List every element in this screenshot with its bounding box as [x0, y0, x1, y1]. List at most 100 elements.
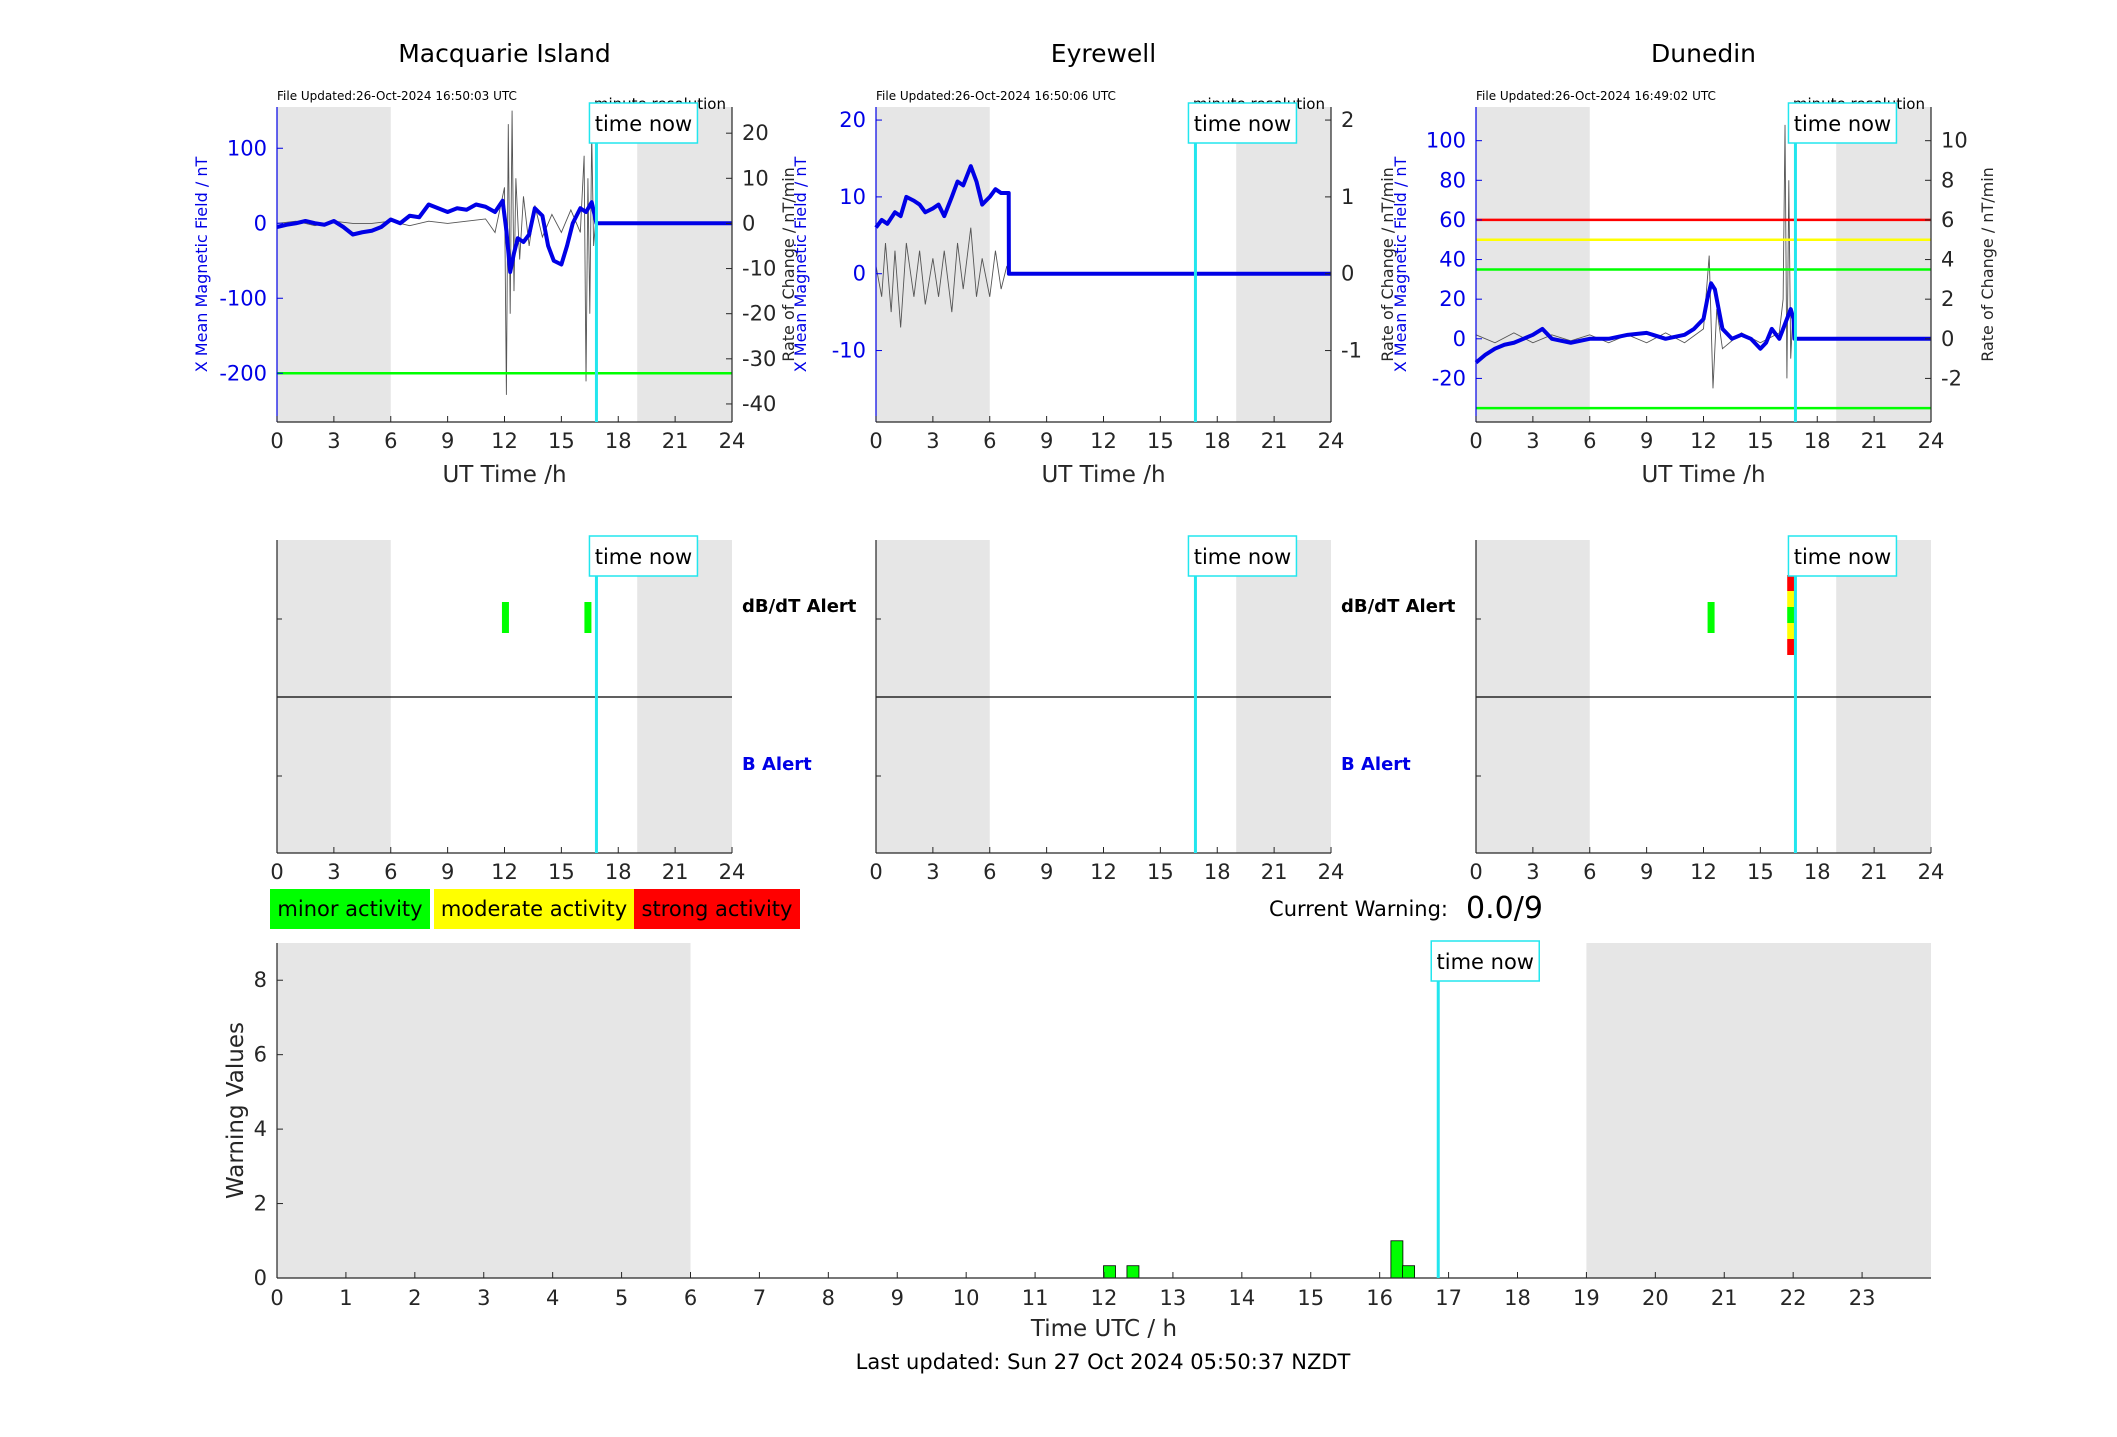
- field-panel-2-file-updated: File Updated:26-Oct-2024 16:50:06 UTC: [876, 89, 1116, 103]
- alert-panel-2-label-dbdt: dB/dT Alert: [1341, 596, 1456, 617]
- warning-chart-xtick-label: 11: [1022, 1286, 1049, 1310]
- alert-panel-3-time-now-label: time now: [1794, 545, 1891, 569]
- field-panel-3-ytick-right-label: -2: [1941, 366, 1962, 390]
- field-panel-1-xtick-label: 0: [270, 429, 283, 453]
- field-panel-2-xtick-label: 18: [1204, 429, 1231, 453]
- field-panel-1-xtick-label: 21: [662, 429, 689, 453]
- field-panel-2-xtick-label: 9: [1040, 429, 1053, 453]
- field-panel-2-title: Eyrewell: [1051, 39, 1156, 68]
- field-panel-2-night-shade-1: [1236, 107, 1331, 422]
- field-panel-3-xtick-label: 3: [1526, 429, 1539, 453]
- warning-chart-night-shade-1: [1586, 943, 1931, 1278]
- field-panel-3-xtick-label: 0: [1469, 429, 1482, 453]
- field-panel-2-xtick-label: 21: [1261, 429, 1288, 453]
- field-panel-2-ylabel-left: X Mean Magnetic Field / nT: [791, 157, 810, 373]
- warning-chart-xtick-label: 9: [891, 1286, 904, 1310]
- alert-panel-3-time-now-box: [1787, 535, 1898, 577]
- warning-chart-xtick-label: 8: [822, 1286, 835, 1310]
- alert-panel-3-xtick-label: 3: [1526, 860, 1539, 884]
- alert-panel-3-xtick-label: 9: [1640, 860, 1653, 884]
- alert-panel-3-xtick-label: 0: [1469, 860, 1482, 884]
- field-panel-2-xtick-label: 12: [1090, 429, 1117, 453]
- warning-chart-xtick-label: 18: [1504, 1286, 1531, 1310]
- warning-chart-bar-1: [1126, 1265, 1140, 1279]
- field-panel-3-ytick-left-label: 40: [1439, 248, 1466, 272]
- field-panel-3-ytick-left-label: -20: [1432, 366, 1466, 390]
- alert-panel-3-xtick-label: 24: [1918, 860, 1945, 884]
- alert-panel-1: 0 3 6 9 12 15 18 21 24 dB/dT Alert B Alert time now: [270, 535, 857, 884]
- warning-chart-ytick-label: 4: [254, 1117, 267, 1141]
- field-panel-3-ytick-right-label: 6: [1941, 208, 1954, 232]
- legend-label-moderate: moderate activity: [441, 897, 627, 921]
- activity-legend: minor activity moderate activity strong …: [270, 889, 800, 929]
- warning-chart-xtick-label: 23: [1849, 1286, 1876, 1310]
- warning-chart-xtick-label: 17: [1435, 1286, 1462, 1310]
- field-panel-3-ytick-left-label: 20: [1439, 287, 1466, 311]
- field-panel-3-time-now-box: [1787, 102, 1898, 144]
- field-panel-3-xlabel: UT Time /h: [1641, 462, 1765, 488]
- alert-panel-3-alert-mark-1: [1787, 575, 1795, 591]
- field-panel-1-ylabel-right: Rate of Change / nT/min: [779, 167, 798, 362]
- warning-chart-xtick-label: 20: [1642, 1286, 1669, 1310]
- field-panel-3-ytick-left-label: 80: [1439, 168, 1466, 192]
- alert-panel-2-xtick-label: 21: [1261, 860, 1288, 884]
- field-panel-1-xtick-label: 12: [491, 429, 518, 453]
- field-panel-3-xtick-label: 18: [1804, 429, 1831, 453]
- alert-panel-1-xtick-label: 18: [605, 860, 632, 884]
- field-panel-1-title: Macquarie Island: [398, 39, 611, 68]
- warning-chart-xtick-label: 15: [1297, 1286, 1324, 1310]
- field-panel-1-xtick-label: 15: [548, 429, 575, 453]
- field-panel-2-ytick-right-label: 1: [1341, 185, 1354, 209]
- field-panel-2-xtick-label: 0: [869, 429, 882, 453]
- alert-panel-3-xtick-label: 12: [1690, 860, 1717, 884]
- alert-panel-3-alert-mark-4: [1787, 623, 1795, 639]
- alert-panel-2-xtick-label: 18: [1204, 860, 1231, 884]
- warning-chart-xtick-label: 7: [753, 1286, 766, 1310]
- field-panel-3-rate-line: [1475, 124, 1795, 389]
- alert-panel-2-xtick-label: 6: [983, 860, 996, 884]
- field-panel-1-ytick-right-label: -40: [742, 392, 776, 416]
- alert-panel-1-alert-mark-0: [501, 602, 509, 633]
- alert-panel-2-xtick-label: 3: [926, 860, 939, 884]
- field-panel-3-xtick-label: 21: [1861, 429, 1888, 453]
- alert-panel-2-label-b: B Alert: [1341, 754, 1411, 775]
- warning-chart-xtick-label: 14: [1228, 1286, 1255, 1310]
- field-panel-3-xtick-label: 6: [1583, 429, 1596, 453]
- alert-panel-2-xtick-label: 9: [1040, 860, 1053, 884]
- alert-panel-3-xtick-label: 18: [1804, 860, 1831, 884]
- field-panel-1-xtick-label: 3: [327, 429, 340, 453]
- warning-chart-xtick-label: 0: [270, 1286, 283, 1310]
- field-panel-2-rate-line: [875, 227, 1331, 328]
- field-panel-2-time-now-box: [1187, 102, 1298, 144]
- field-panel-1-night-shade-1: [637, 107, 732, 422]
- field-panel-1-file-updated: File Updated:26-Oct-2024 16:50:03 UTC: [277, 89, 517, 103]
- warning-chart-xtick-label: 19: [1573, 1286, 1600, 1310]
- warning-chart-time-now-box: [1430, 940, 1540, 982]
- warning-chart-bar-0: [1103, 1265, 1116, 1279]
- alert-panel-2-xtick-label: 12: [1090, 860, 1117, 884]
- warning-chart-ytick-label: 6: [254, 1043, 267, 1067]
- warning-chart-xtick-label: 1: [339, 1286, 352, 1310]
- alert-panel-1-label-b: B Alert: [742, 754, 812, 775]
- alert-panel-1-xtick-label: 15: [548, 860, 575, 884]
- legend-swatch-moderate: [434, 889, 634, 929]
- field-panel-1-ytick-left-label: -200: [219, 361, 267, 385]
- field-panel-1-ylabel-left: X Mean Magnetic Field / nT: [192, 157, 211, 373]
- warning-chart-xlabel: Time UTC / h: [1030, 1316, 1177, 1342]
- field-panel-1-time-now-box: [588, 102, 699, 144]
- alert-panel-1-xtick-label: 9: [441, 860, 454, 884]
- field-panel-1-ytick-right-label: 20: [742, 121, 769, 145]
- field-panel-2-xtick-label: 15: [1147, 429, 1174, 453]
- field-panel-1-ytick-right-label: -20: [742, 302, 776, 326]
- field-panel-3-ytick-right-label: 8: [1941, 168, 1954, 192]
- field-panel-3-ylabel-right: Rate of Change / nT/min: [1978, 167, 1997, 362]
- field-panel-1-xtick-label: 18: [605, 429, 632, 453]
- alert-panel-3-alert-mark-3: [1787, 607, 1795, 623]
- warning-chart-xtick-label: 3: [477, 1286, 490, 1310]
- alert-panel-3-xtick-label: 15: [1747, 860, 1774, 884]
- field-panel-2-ytick-left-label: 10: [839, 185, 866, 209]
- field-panel-2-ytick-right-label: -1: [1341, 339, 1362, 363]
- warning-chart-xtick-label: 5: [615, 1286, 628, 1310]
